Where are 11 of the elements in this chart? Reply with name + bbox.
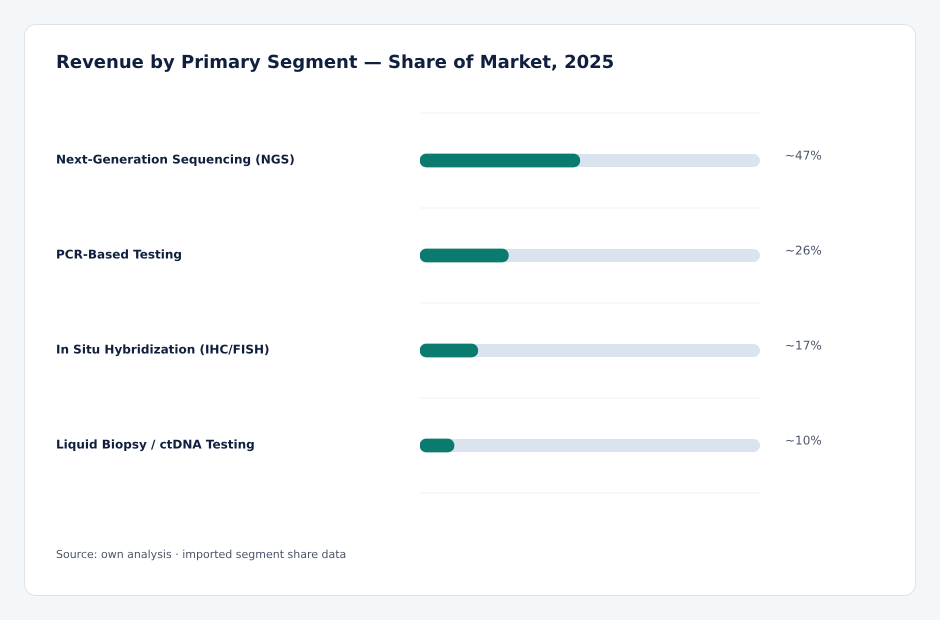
data-label: ~10%: [785, 434, 822, 448]
chart-title: Revenue by Primary Segment — Share of Market, 2025: [56, 52, 614, 73]
source-note: Source: own analysis · imported segment share data: [56, 548, 346, 561]
y-tick-label: Liquid Biopsy / ctDNA Testing: [56, 438, 255, 452]
y-tick-label: In Situ Hybridization (IHC/FISH): [56, 342, 270, 357]
data-label: ~47%: [785, 148, 822, 163]
bar: [420, 344, 478, 358]
y-tick-label: Next-Generation Sequencing (NGS): [56, 152, 295, 167]
data-label: ~26%: [785, 244, 822, 258]
y-tick-label: PCR-Based Testing: [56, 248, 182, 262]
data-label: ~17%: [785, 338, 822, 353]
